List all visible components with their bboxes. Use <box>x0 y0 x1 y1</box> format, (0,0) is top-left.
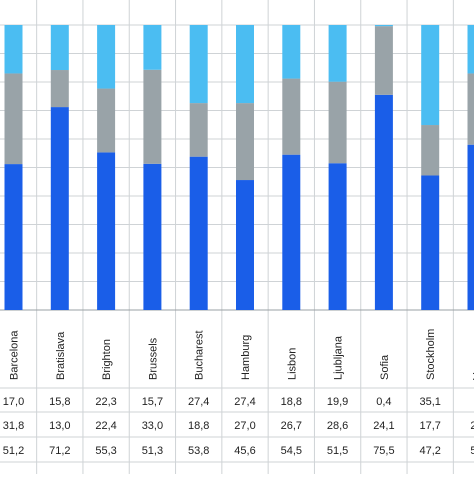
table-cell: 51,5 <box>327 445 348 457</box>
table-cell: 58 <box>470 445 474 457</box>
table-cell: 17,7 <box>419 420 440 432</box>
table-cell: 22,3 <box>95 396 116 408</box>
table-cell: 26,7 <box>281 420 302 432</box>
table-cell: 22,4 <box>95 420 116 432</box>
bar-segment-3-brussels <box>143 25 161 70</box>
bar-segment-1-brussels <box>143 164 161 310</box>
bar-segment-2-lisbon <box>282 79 300 155</box>
bar-segment-3-ljubljana <box>329 25 347 82</box>
bar-segment-1-bratislava <box>51 107 69 310</box>
bar-segment-2-ljubljana <box>329 82 347 164</box>
table-cell: 45,6 <box>234 445 255 457</box>
table-cell: 55,3 <box>95 445 116 457</box>
category-label: Bratislava <box>55 331 67 380</box>
table-cell: 27,0 <box>234 420 255 432</box>
bar-segment-1-barcelona <box>5 164 23 310</box>
bar-segment-1-lisbon <box>282 155 300 310</box>
category-label: Brighton <box>101 339 113 380</box>
table-cell: 31,8 <box>3 420 24 432</box>
table-cell: 51,2 <box>3 445 24 457</box>
table-cell: 33,0 <box>142 420 163 432</box>
bar-segment-3-stockholm <box>421 25 439 125</box>
table-cell: 75,5 <box>373 445 394 457</box>
table-cell: 17,0 <box>3 396 24 408</box>
table-cell: 13,0 <box>49 420 70 432</box>
bar-segment-2-v <box>468 73 474 144</box>
bar-segment-2-bucharest <box>190 103 208 157</box>
bar-segment-2-hamburg <box>236 103 254 180</box>
table-cell: 0,4 <box>376 396 391 408</box>
category-label: Lisbon <box>286 348 298 380</box>
category-label: Stockholm <box>425 329 437 380</box>
table-cell: 27,4 <box>188 396 209 408</box>
bar-segment-2-brussels <box>143 70 161 164</box>
table-cell: 18,8 <box>188 420 209 432</box>
table-cell: 25 <box>470 420 474 432</box>
table-cell: 15,8 <box>49 396 70 408</box>
table-cell: 53,8 <box>188 445 209 457</box>
bar-segment-3-v <box>468 25 474 73</box>
bar-segment-2-barcelona <box>5 73 23 164</box>
category-label: Sofia <box>379 354 391 380</box>
table-cell: 35,1 <box>419 396 440 408</box>
bar-segment-3-brighton <box>97 25 115 89</box>
bar-segment-3-hamburg <box>236 25 254 103</box>
bar-segment-3-lisbon <box>282 25 300 79</box>
bar-segment-3-bucharest <box>190 25 208 103</box>
table-cell: 28,6 <box>327 420 348 432</box>
bar-segment-2-bratislava <box>51 70 69 107</box>
bar-segment-1-hamburg <box>236 180 254 310</box>
table-cell: 51,3 <box>142 445 163 457</box>
bar-segment-3-sofia <box>375 25 393 26</box>
table-cell: 27,4 <box>234 396 255 408</box>
bar-segment-1-sofia <box>375 95 393 310</box>
bar-segment-2-stockholm <box>421 125 439 175</box>
table-cell: 18,8 <box>281 396 302 408</box>
category-label: Bucharest <box>194 330 206 380</box>
table-cell: 47,2 <box>419 445 440 457</box>
category-label: Barcelona <box>9 330 21 380</box>
table-cell: 24,1 <box>373 420 394 432</box>
bar-segment-1-brighton <box>97 152 115 310</box>
table-cell: 71,2 <box>49 445 70 457</box>
bar-segment-1-v <box>468 145 474 310</box>
table-cell: 54,5 <box>281 445 302 457</box>
table-cell: 15,7 <box>142 396 163 408</box>
category-label: Hamburg <box>240 335 252 380</box>
table-cell: 19,9 <box>327 396 348 408</box>
bar-segment-1-stockholm <box>421 175 439 310</box>
category-label: Brussels <box>147 337 159 380</box>
bar-segment-2-brighton <box>97 89 115 153</box>
bar-segment-2-sofia <box>375 26 393 95</box>
category-label: Ljubljana <box>333 335 345 380</box>
bar-segment-3-barcelona <box>5 25 23 73</box>
bar-segment-1-bucharest <box>190 157 208 310</box>
bar-segment-3-bratislava <box>51 25 69 70</box>
bar-segment-1-ljubljana <box>329 163 347 310</box>
